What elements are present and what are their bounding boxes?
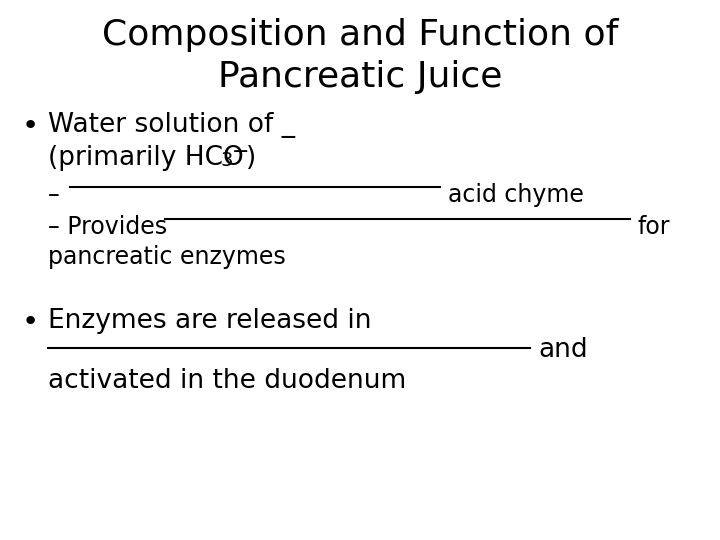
- Text: for: for: [638, 215, 670, 239]
- Text: •: •: [22, 308, 40, 336]
- Text: acid chyme: acid chyme: [448, 183, 584, 207]
- Text: – Provides: – Provides: [48, 215, 167, 239]
- Text: –: –: [48, 183, 60, 207]
- Text: activated in the duodenum: activated in the duodenum: [48, 368, 406, 394]
- Text: −: −: [232, 142, 250, 162]
- Text: Water solution of _: Water solution of _: [48, 112, 295, 138]
- Text: pancreatic enzymes: pancreatic enzymes: [48, 245, 286, 269]
- Text: Composition and Function of: Composition and Function of: [102, 18, 618, 52]
- Text: 3: 3: [220, 151, 233, 170]
- Text: •: •: [22, 112, 40, 140]
- Text: ): ): [246, 145, 256, 171]
- Text: and: and: [538, 337, 588, 363]
- Text: (primarily HCO: (primarily HCO: [48, 145, 244, 171]
- Text: Pancreatic Juice: Pancreatic Juice: [218, 60, 502, 94]
- Text: Enzymes are released in: Enzymes are released in: [48, 308, 372, 334]
